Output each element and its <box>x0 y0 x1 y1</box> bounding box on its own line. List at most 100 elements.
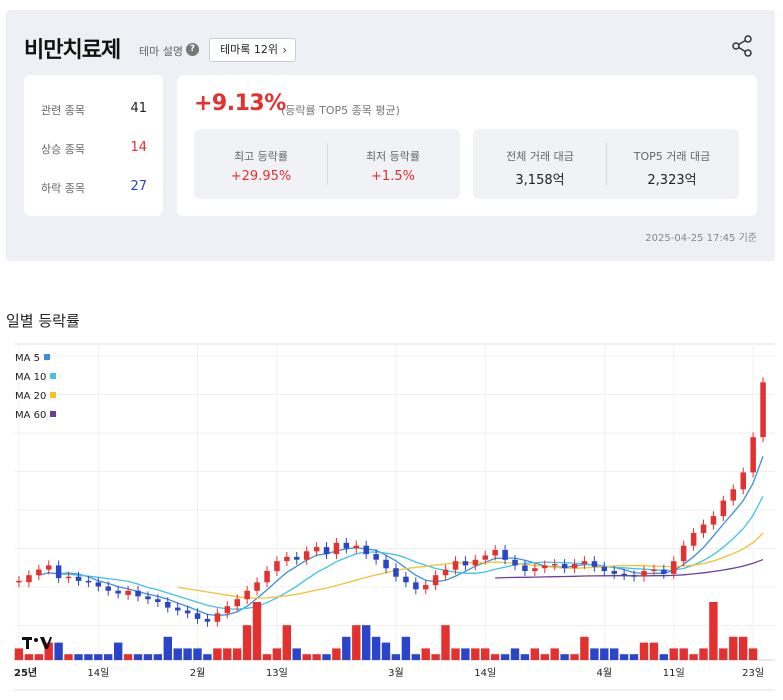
candle-body <box>274 561 280 572</box>
legend-swatch <box>44 354 51 360</box>
candle-body <box>442 569 449 576</box>
volume-bar <box>471 648 480 660</box>
candle-body <box>165 602 171 608</box>
volume-bar <box>729 636 738 660</box>
chevron-right-icon: › <box>282 43 287 57</box>
candle-body <box>423 585 429 590</box>
candle-body <box>581 561 588 564</box>
candle-body <box>502 549 508 560</box>
legend-swatch <box>50 373 57 379</box>
volume-bar <box>104 654 113 660</box>
volume-bar <box>371 636 381 660</box>
candle-body <box>730 489 736 501</box>
candle-body <box>46 565 52 570</box>
volume-bar <box>520 654 530 660</box>
candle-body <box>135 590 141 597</box>
volume-bar <box>242 625 252 660</box>
volume-bar <box>203 654 212 660</box>
volume-bar <box>391 654 401 660</box>
volume-bar <box>34 654 43 660</box>
volume-bar <box>272 648 282 660</box>
candle-body <box>105 586 111 591</box>
candle-body <box>234 599 240 607</box>
volume-bar <box>223 648 232 660</box>
candle-body <box>522 565 528 571</box>
volume-bar <box>262 654 272 660</box>
volume-bar <box>163 636 172 660</box>
moving-average-line <box>38 456 764 617</box>
legend-label: MA 20 <box>15 391 47 402</box>
candle-body <box>482 555 488 560</box>
legend-label: MA 60 <box>15 410 47 421</box>
candle-body <box>323 547 330 555</box>
candle-body <box>710 516 717 525</box>
candle-body <box>552 564 558 566</box>
volume-bar <box>619 654 629 660</box>
volume-bar <box>669 648 678 660</box>
candle-body <box>403 576 409 583</box>
theme-desc-link[interactable]: 테마 설명 <box>139 45 183 58</box>
candle-body <box>532 568 538 571</box>
legend-ma10: MA 10 <box>15 372 57 383</box>
volume-bar <box>342 636 351 660</box>
base-timestamp: 2025-04-25 17:45 기준 <box>645 233 757 244</box>
candle-body <box>462 561 469 566</box>
candle-body <box>492 549 498 556</box>
rate-summary-card: +9.13% (등락률 TOP5 종목 평균) 최고 등락률 +29.95% 최… <box>177 75 757 216</box>
candle-body <box>651 569 657 572</box>
volume-bar <box>699 648 708 660</box>
volume-bar <box>94 654 103 660</box>
legend-ma60: MA 60 <box>15 410 57 421</box>
metric-label: 전체 거래 대금 <box>506 150 574 163</box>
x-tick-label: 3월 <box>388 667 404 679</box>
candle-body <box>55 565 62 579</box>
x-tick-label: 14일 <box>87 667 109 679</box>
stat-label: 하락 종목 <box>41 182 85 195</box>
volume-bar <box>213 648 222 660</box>
candle-body <box>452 561 459 570</box>
legend-label: MA 10 <box>15 372 47 383</box>
candle-body <box>601 566 608 571</box>
x-tick-label: 13일 <box>266 667 288 679</box>
candle-body <box>303 551 310 560</box>
metric-value: 3,158억 <box>515 173 565 188</box>
candle-body <box>224 606 231 614</box>
candle-body <box>611 571 617 574</box>
candle-body <box>661 569 667 574</box>
rate-metrics-box: 최고 등락률 +29.95% 최저 등락률 +1.5% <box>194 129 460 199</box>
x-tick-label: 14일 <box>474 667 496 679</box>
candle-body <box>680 545 687 562</box>
daily-rate-title: 일별 등락률 <box>6 312 80 330</box>
stat-falling: 하락 종목 27 <box>41 179 147 196</box>
daily-rate-chart[interactable]: 25년 14일 2월 13일 3월 14일 4월 11일 23일 MA 5 MA 10 MA 2… <box>0 343 783 696</box>
volume-bar <box>362 625 371 660</box>
candle-body <box>571 564 578 569</box>
volume-bar <box>709 602 718 660</box>
metric-label: 최저 등락률 <box>365 150 421 163</box>
candle-body <box>591 561 598 567</box>
candle-body <box>750 437 756 473</box>
candlestick-chart-svg[interactable]: 25년 14일 2월 13일 3월 14일 4월 11일 23일 <box>0 343 783 696</box>
volume-bar <box>491 654 500 660</box>
metric-max-rate: 최고 등락률 +29.95% <box>196 129 326 199</box>
help-icon[interactable]: ? <box>186 43 199 56</box>
volume-bar <box>500 654 510 660</box>
legend-label: MA 5 <box>15 353 41 364</box>
candle-body <box>760 382 766 438</box>
volume-bar <box>451 648 460 660</box>
stat-value: 27 <box>130 179 147 194</box>
volume-bar <box>312 654 321 660</box>
volume-bar <box>461 648 470 660</box>
candle-body <box>393 568 399 577</box>
volume-bar <box>292 648 301 660</box>
candle-body <box>383 559 389 569</box>
volume-bar <box>123 654 133 660</box>
volume-bar <box>570 654 579 660</box>
stat-label: 관련 종목 <box>41 104 85 117</box>
share-icon[interactable] <box>730 34 754 58</box>
theme-rank-button[interactable]: 테마록 12위 › <box>209 38 296 62</box>
moving-average-line <box>177 532 764 599</box>
volume-bar <box>84 654 93 660</box>
candle-body <box>26 575 32 583</box>
candle-body <box>125 590 131 595</box>
